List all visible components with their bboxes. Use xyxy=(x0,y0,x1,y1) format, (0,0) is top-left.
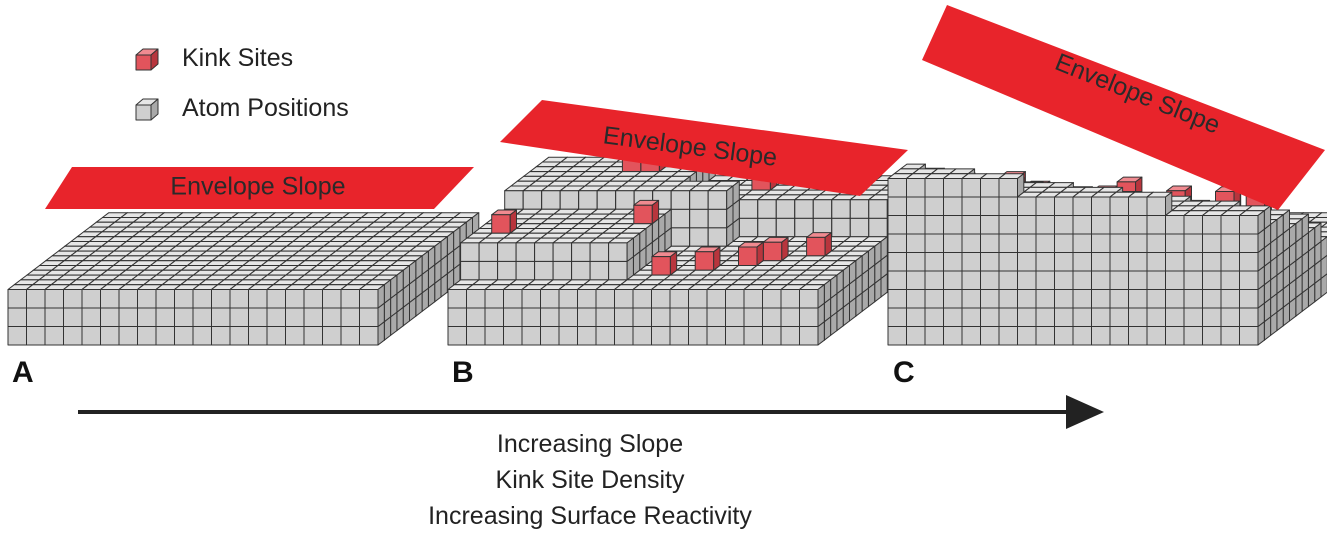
panel-a-cube xyxy=(359,284,385,309)
caption-line-3: Increasing Surface Reactivity xyxy=(428,502,752,530)
legend-kink-sites-label: Kink Sites xyxy=(182,44,294,72)
panel-a-envelope-slope-label: Envelope Slope xyxy=(170,173,345,201)
arrow-head xyxy=(1066,395,1104,429)
panel-b-cube xyxy=(694,246,721,271)
panel-b-cube xyxy=(762,236,789,262)
legend-icons xyxy=(135,48,159,121)
panel-b-cube xyxy=(651,251,678,276)
panel-a-envelope-slope: Envelope Slope xyxy=(45,167,474,209)
kink-site-icon xyxy=(135,48,159,71)
caption-line-2: Kink Site Density xyxy=(495,466,685,494)
panel-a-flat-surface: Envelope Slope xyxy=(7,167,480,346)
panel-b-cube xyxy=(799,284,825,309)
panel-c-cube xyxy=(1239,210,1265,235)
atom-position-icon xyxy=(135,98,159,121)
caption-line-1: Increasing Slope xyxy=(496,430,684,458)
panel-b-cube xyxy=(707,185,734,210)
panel-b-cube xyxy=(608,237,634,262)
panel-letter-b: B xyxy=(452,356,474,389)
panel-letter-a: A xyxy=(12,356,34,389)
panel-b-cube xyxy=(633,199,660,225)
increasing-arrow xyxy=(78,395,1104,429)
panel-b-cube xyxy=(491,209,517,234)
panel-letter-c: C xyxy=(893,356,915,389)
legend-atom-positions-label: Atom Positions xyxy=(182,94,349,122)
panel-c-steep-surface: Envelope Slope xyxy=(887,5,1327,346)
panel-c-cube xyxy=(998,173,1025,198)
panel-b-cube xyxy=(738,241,764,266)
panel-c-cube xyxy=(1146,191,1173,216)
panel-b-stepped-surface: Envelope Slope xyxy=(447,100,920,346)
panel-b-cube xyxy=(806,232,832,257)
